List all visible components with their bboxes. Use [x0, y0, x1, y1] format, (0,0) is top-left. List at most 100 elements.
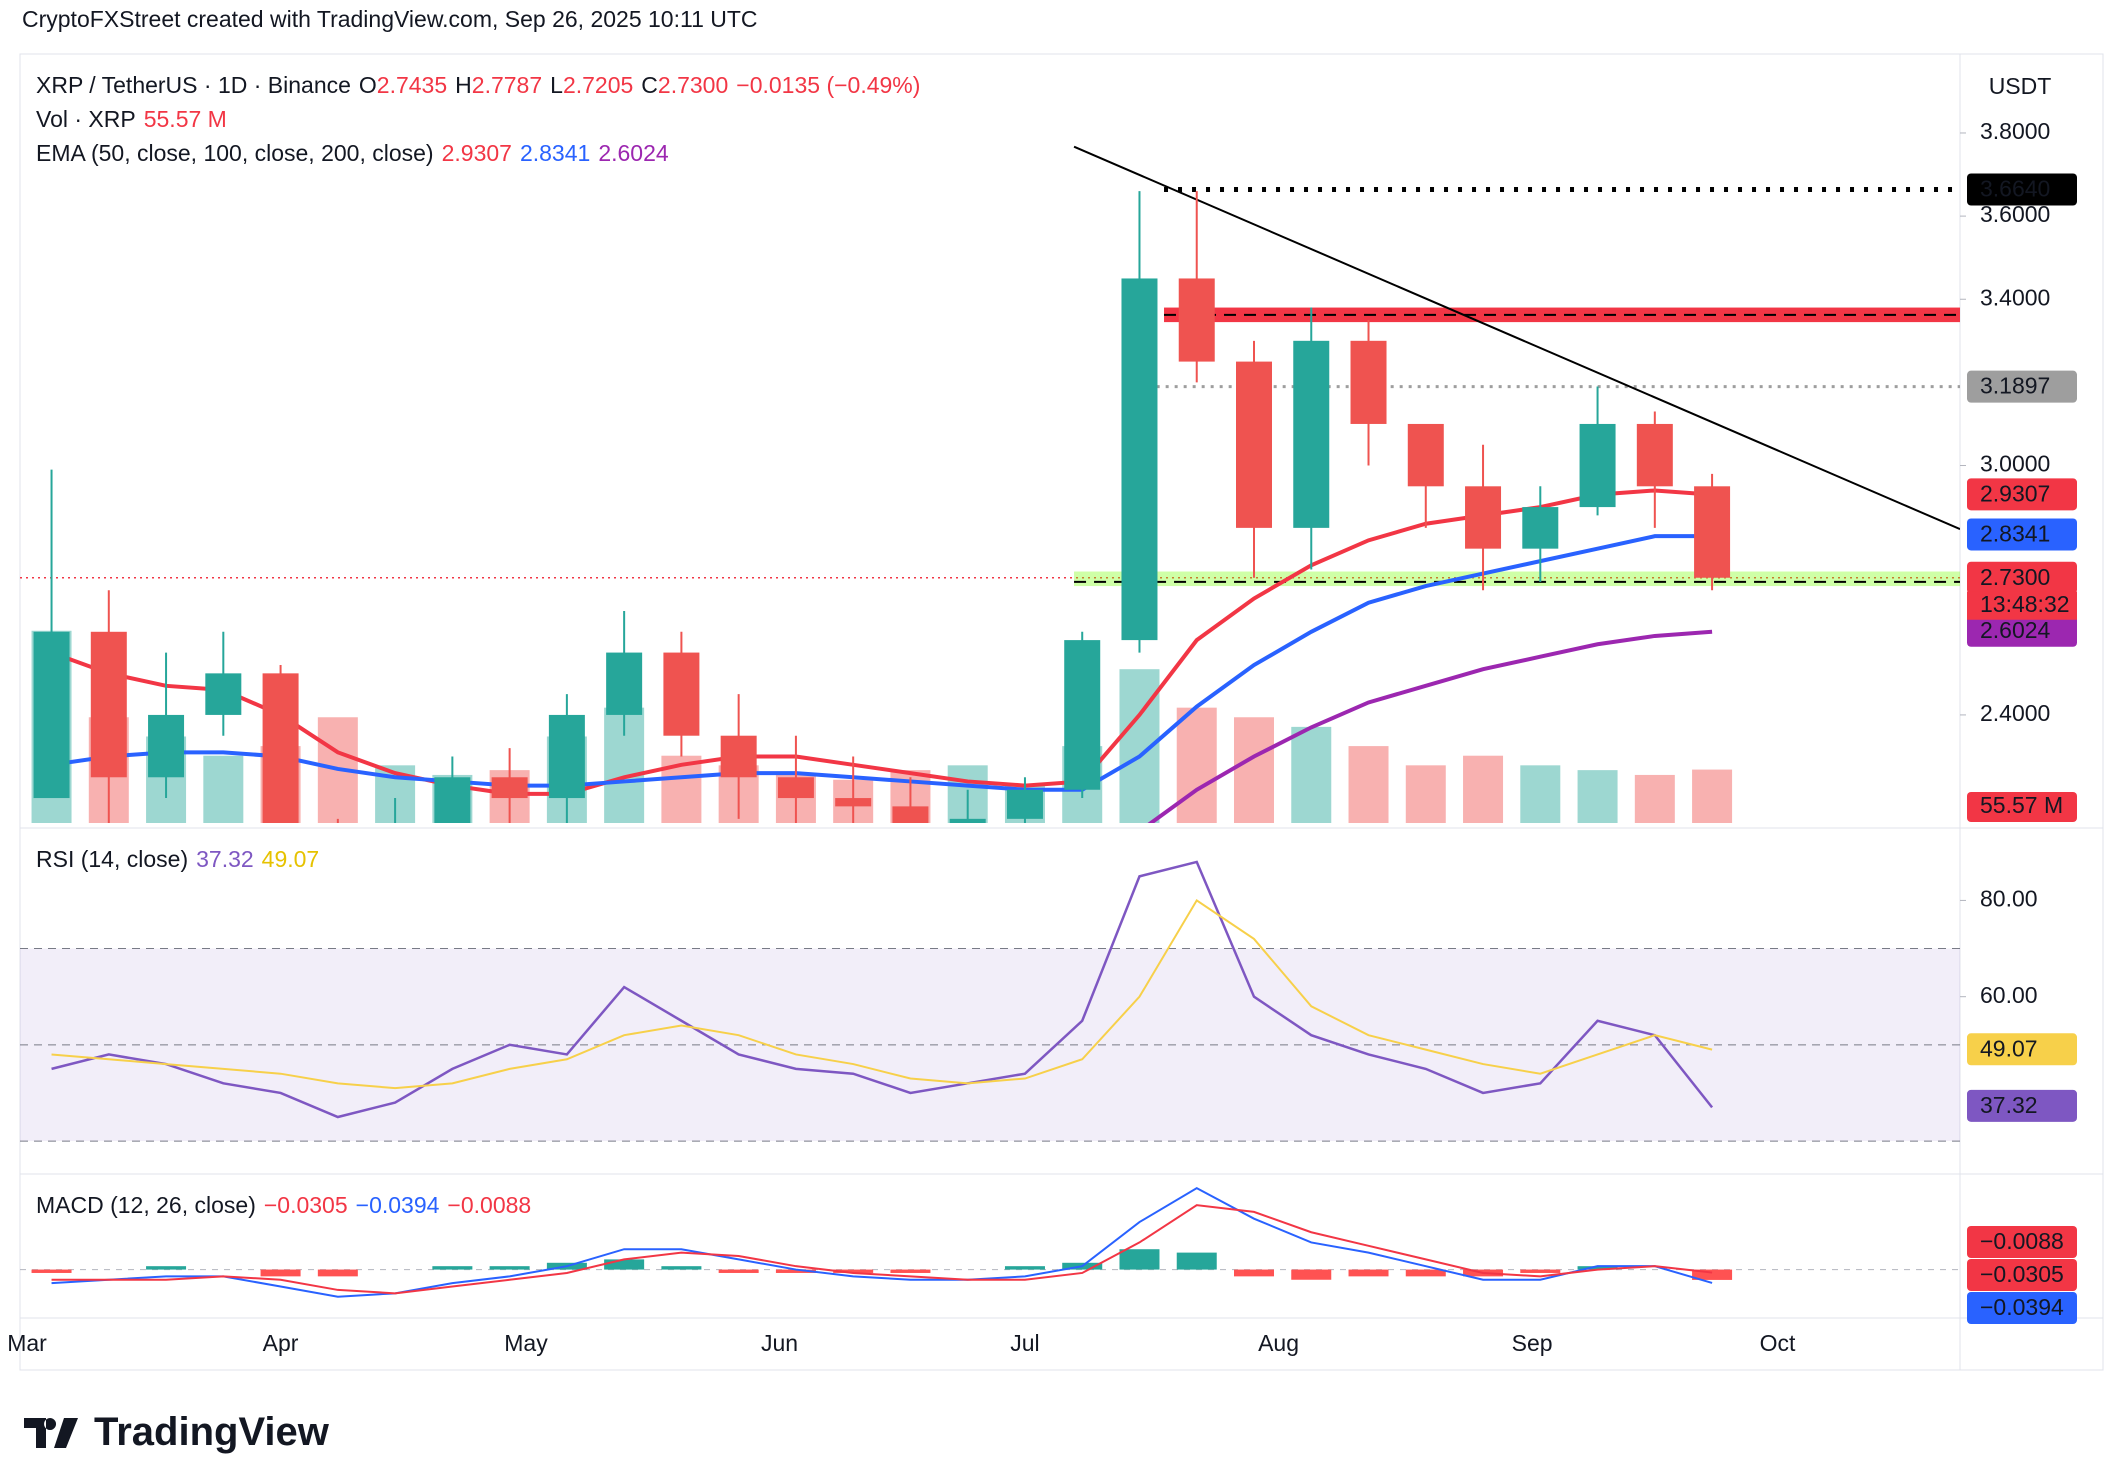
histogram-bar: [260, 1269, 301, 1277]
histogram-bar: [31, 1269, 72, 1273]
volume-bar: [1291, 726, 1332, 823]
candle-body: [491, 777, 528, 799]
y-tick-label: 3.8000: [1980, 118, 2050, 144]
y-tick-label: 3.4000: [1980, 284, 2050, 310]
volume-bar: [1463, 755, 1504, 823]
x-tick-label: Jun: [761, 1330, 798, 1356]
price-badge-label: 2.8341: [1980, 521, 2050, 547]
x-tick-label: Mar: [7, 1330, 47, 1356]
candle-body: [1407, 423, 1444, 487]
candle-body: [90, 631, 127, 778]
histogram-bar: [833, 1269, 874, 1273]
y-tick-label: 80.00: [1980, 886, 2038, 912]
ema-line: [51, 534, 1713, 792]
attribution: CryptoFXStreet created with TradingView.…: [22, 6, 758, 32]
volume-bar: [1348, 746, 1389, 823]
candle-body: [205, 673, 242, 715]
candle-body: [1694, 486, 1731, 578]
rsi-badge: [1967, 1089, 2077, 1122]
candle-body: [949, 818, 986, 823]
x-tick-label: Aug: [1258, 1330, 1299, 1356]
histogram-bar: [317, 1269, 358, 1277]
macd-badge: [1967, 1292, 2077, 1324]
macd-badge-label: −0.0305: [1980, 1261, 2064, 1287]
histogram-bar: [1119, 1249, 1160, 1270]
histogram-bar: [1291, 1269, 1332, 1280]
candle-body: [377, 840, 413, 861]
histogram-bar: [1692, 1269, 1733, 1280]
high: 2.7787: [471, 72, 543, 98]
close: 2.7300: [657, 72, 729, 98]
logo-text: TradingView: [94, 1410, 329, 1454]
candle-body: [720, 735, 757, 778]
candle-body: [1522, 507, 1559, 549]
x-tick-label: Apr: [263, 1330, 299, 1356]
ema-label: EMA (50, close, 100, close, 200, close): [36, 140, 434, 166]
legend-macd: MACD (12, 26, close) −0.0305 −0.0394 −0.008…: [36, 1192, 531, 1219]
volume-bar: [203, 755, 244, 823]
open: 2.7435: [376, 72, 448, 98]
price-badge-label: 3.6640: [1980, 176, 2050, 202]
frame: [19, 53, 2104, 1371]
volume-bar: [1634, 774, 1675, 823]
symbol: XRP / TetherUS · 1D · Binance: [36, 72, 351, 98]
price-badge: [1967, 478, 2077, 511]
change: −0.0135 (−0.49%): [736, 72, 921, 98]
rsi-title: RSI (14, close): [36, 846, 189, 872]
legend-rsi: RSI (14, close) 37.32 49.07: [36, 846, 319, 873]
x-tick-label: Sep: [1512, 1330, 1553, 1356]
candle-body: [1006, 789, 1043, 819]
vol-badge: [1967, 792, 2077, 822]
signal-value: −0.0088: [447, 1192, 532, 1218]
ema200: 2.6024: [598, 140, 669, 166]
volume-bar: [1234, 717, 1274, 823]
candle-body: [1064, 640, 1101, 790]
ema-line: [1147, 629, 1713, 823]
rsi-badge-label: 49.07: [1980, 1035, 2038, 1061]
legend-vol: Vol · XRP 55.57 M: [36, 106, 227, 133]
price-badge-label: 3.1897: [1980, 373, 2050, 399]
macd-badge-label: −0.0394: [1980, 1294, 2064, 1320]
trendline: [1073, 145, 1960, 531]
volume-bar: [1405, 765, 1446, 823]
macd-line: [51, 1204, 1713, 1295]
low: 2.7205: [562, 72, 634, 98]
candle-body: [606, 652, 643, 715]
vol: 55.57 M: [143, 106, 227, 132]
histogram-bar: [604, 1259, 645, 1270]
vol-label: Vol · XRP: [36, 106, 136, 132]
x-tick-label: May: [504, 1330, 548, 1356]
macd-line: [51, 1186, 1713, 1298]
price-badge: [1967, 614, 2077, 647]
vol-badge-label: 55.57 M: [1980, 792, 2063, 818]
rsi-ma-value: 49.07: [261, 846, 320, 872]
histogram-bar: [775, 1269, 816, 1273]
price-badge: [1967, 561, 2077, 594]
ema-line: [50, 488, 1713, 796]
volume-bar: [1692, 769, 1733, 823]
histogram-bar: [146, 1266, 187, 1270]
price-badge: [1967, 370, 2077, 403]
candle-body: [892, 806, 929, 823]
rsi-line: [51, 860, 1714, 1119]
candle-body: [262, 673, 299, 823]
candle-body: [148, 714, 185, 778]
macd-value: −0.0394: [355, 1192, 440, 1218]
y-tick-label: 3.0000: [1980, 451, 2050, 477]
price-badge-label: 2.6024: [1980, 617, 2051, 643]
y-tick-label: 2.4000: [1980, 700, 2050, 726]
price-badge-label: 2.9307: [1980, 480, 2050, 506]
histogram-bar: [1234, 1269, 1274, 1277]
volume-bar: [1577, 770, 1618, 823]
o-label: O: [358, 72, 377, 98]
price-badge: [1967, 173, 2077, 206]
macd-badge-label: −0.0088: [1980, 1228, 2064, 1254]
candle-body: [33, 631, 70, 799]
volume-bar: [1176, 707, 1217, 823]
candle-body: [835, 798, 872, 807]
histogram-bar: [1176, 1252, 1217, 1270]
currency: USDT: [1989, 73, 2052, 99]
candle-body: [548, 714, 585, 799]
histogram-bar: [489, 1266, 530, 1270]
